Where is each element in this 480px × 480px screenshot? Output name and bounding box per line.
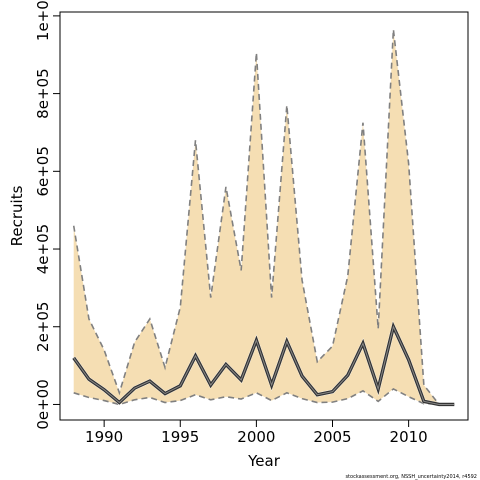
y-tick-label: 0e+00 <box>34 379 52 429</box>
uncertainty-band-layer <box>73 29 455 405</box>
upper-bound-line <box>72 29 455 406</box>
plot-frame <box>59 11 469 421</box>
x-tick-label: 2000 <box>237 428 275 446</box>
y-tick-label: 4e+05 <box>34 224 52 274</box>
x-tick-label: 1995 <box>161 428 199 446</box>
x-tick-label: 1990 <box>85 428 123 446</box>
y-tick-label: 1e+06 <box>34 0 52 41</box>
y-tick-label: 6e+05 <box>34 146 52 196</box>
x-tick-label: 2005 <box>313 428 351 446</box>
y-tick-label: 2e+05 <box>34 302 52 352</box>
x-axis: 1990 1995 2000 2005 2010 <box>85 420 428 446</box>
x-tick-label: 2010 <box>390 428 428 446</box>
y-axis-title: Recruits <box>8 185 26 246</box>
series-line-layer <box>72 29 455 407</box>
source-footnote: stockassessment.org, NSSH_uncertainty201… <box>345 474 477 480</box>
x-axis-title: Year <box>247 452 281 470</box>
median-line-inner <box>73 325 455 405</box>
y-tick-label: 8e+05 <box>34 68 52 118</box>
confidence-band <box>73 29 455 405</box>
lower-bound-line <box>73 387 455 406</box>
y-axis: 0e+00 2e+05 4e+05 6e+05 8e+05 1e+06 <box>34 0 60 430</box>
